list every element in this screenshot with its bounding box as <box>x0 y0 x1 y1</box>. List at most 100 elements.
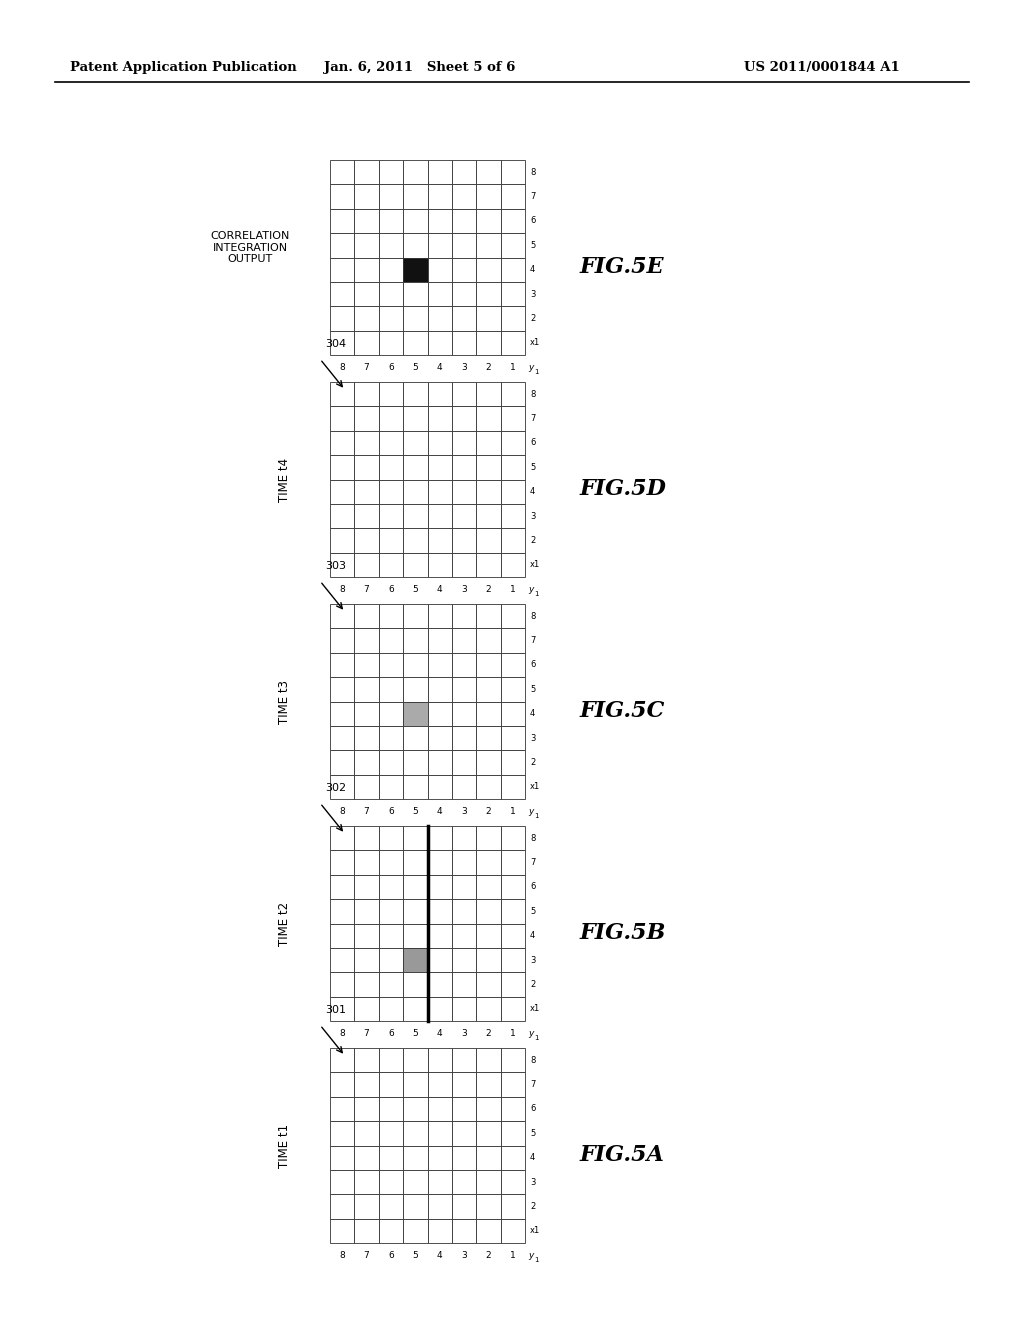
Text: 7: 7 <box>364 1251 370 1261</box>
Bar <box>330 653 354 677</box>
Bar <box>330 875 354 899</box>
Bar <box>379 973 403 997</box>
Bar <box>354 257 379 282</box>
Bar <box>403 1146 427 1170</box>
Bar <box>501 775 525 799</box>
Bar <box>476 306 501 330</box>
Bar <box>403 1121 427 1146</box>
Text: 1: 1 <box>534 591 539 597</box>
Bar <box>403 875 427 899</box>
Bar <box>501 1121 525 1146</box>
Text: 3: 3 <box>530 734 536 743</box>
Bar <box>476 973 501 997</box>
Text: 2: 2 <box>530 536 536 545</box>
Text: 1: 1 <box>510 585 516 594</box>
Bar <box>501 257 525 282</box>
Text: 3: 3 <box>461 363 467 372</box>
Bar <box>379 1218 403 1243</box>
Bar <box>330 775 354 799</box>
Bar <box>452 750 476 775</box>
Bar <box>379 455 403 479</box>
Bar <box>354 479 379 504</box>
Bar <box>427 234 452 257</box>
Text: 6: 6 <box>530 216 536 226</box>
Bar <box>379 1170 403 1195</box>
Bar <box>330 430 354 455</box>
Text: 8: 8 <box>530 611 536 620</box>
Bar <box>403 726 427 750</box>
Bar <box>379 1146 403 1170</box>
Bar <box>501 924 525 948</box>
Bar <box>330 1195 354 1218</box>
Text: 8: 8 <box>339 1251 345 1261</box>
Bar <box>476 726 501 750</box>
Bar <box>427 726 452 750</box>
Bar <box>330 479 354 504</box>
Bar <box>501 948 525 973</box>
Bar <box>379 628 403 653</box>
Bar <box>354 1121 379 1146</box>
Text: 8: 8 <box>339 1030 345 1038</box>
Bar <box>403 924 427 948</box>
Bar <box>354 430 379 455</box>
Bar <box>501 381 525 407</box>
Text: 7: 7 <box>364 807 370 816</box>
Bar <box>354 1097 379 1121</box>
Bar <box>354 504 379 528</box>
Text: 5: 5 <box>413 363 418 372</box>
Bar <box>452 826 476 850</box>
Bar <box>427 306 452 330</box>
Bar <box>354 997 379 1020</box>
Bar <box>476 1170 501 1195</box>
Bar <box>501 407 525 430</box>
Text: 7: 7 <box>530 414 536 424</box>
Bar <box>476 209 501 234</box>
Bar <box>403 628 427 653</box>
Bar <box>427 605 452 628</box>
Bar <box>354 209 379 234</box>
Bar <box>427 997 452 1020</box>
Bar <box>403 479 427 504</box>
Bar <box>476 850 501 875</box>
Bar <box>501 653 525 677</box>
Bar <box>501 234 525 257</box>
Bar <box>354 628 379 653</box>
Bar <box>354 677 379 701</box>
Bar <box>452 306 476 330</box>
Bar <box>501 899 525 924</box>
Bar <box>330 504 354 528</box>
Bar <box>403 701 427 726</box>
Bar <box>379 1195 403 1218</box>
Bar <box>354 282 379 306</box>
Bar <box>427 1195 452 1218</box>
Bar <box>476 997 501 1020</box>
Bar <box>403 185 427 209</box>
Text: 8: 8 <box>530 1056 536 1065</box>
Bar <box>476 948 501 973</box>
Bar <box>354 234 379 257</box>
Bar <box>379 701 403 726</box>
Bar <box>403 605 427 628</box>
Text: 6: 6 <box>530 1105 536 1114</box>
Bar <box>354 381 379 407</box>
Bar <box>452 1218 476 1243</box>
Bar <box>403 1195 427 1218</box>
Text: 5: 5 <box>413 1030 418 1038</box>
Bar <box>330 1170 354 1195</box>
Bar <box>476 1121 501 1146</box>
Bar <box>427 1048 452 1072</box>
Bar <box>330 209 354 234</box>
Text: 6: 6 <box>530 438 536 447</box>
Bar <box>452 282 476 306</box>
Bar <box>452 330 476 355</box>
Text: x1: x1 <box>530 783 541 791</box>
Bar <box>330 257 354 282</box>
Bar <box>501 330 525 355</box>
Bar <box>476 1195 501 1218</box>
Bar <box>330 234 354 257</box>
Bar <box>379 185 403 209</box>
Bar <box>403 973 427 997</box>
Bar <box>403 257 427 282</box>
Text: 7: 7 <box>364 363 370 372</box>
Bar <box>452 1072 476 1097</box>
